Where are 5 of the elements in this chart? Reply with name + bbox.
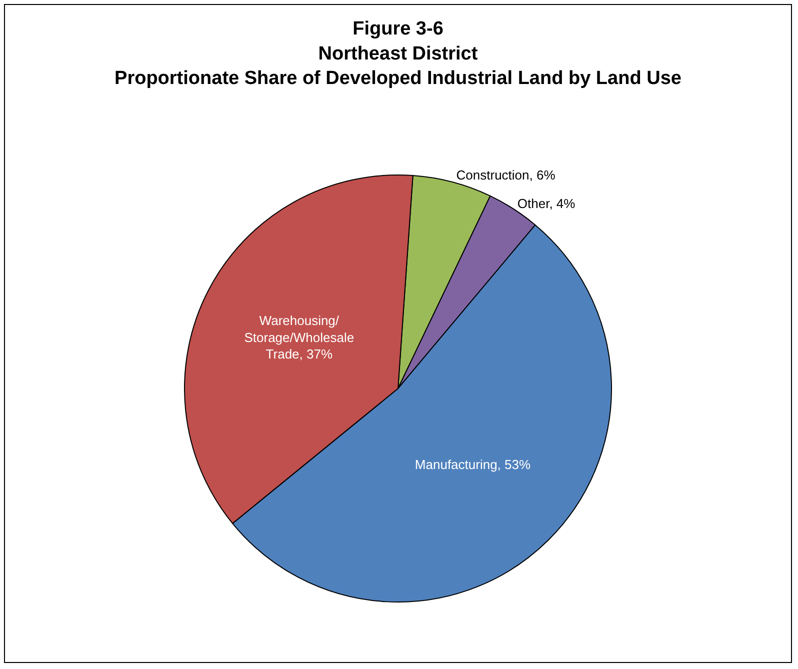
slice-label: Other, 4% — [517, 196, 576, 212]
slice-label: Construction, 6% — [456, 168, 556, 183]
slice-label: Manufacturing, 53% — [414, 457, 531, 472]
chart-title: Figure 3-6 Northeast District Proportionate Share of Developed Industrial Land by Land Use — [114, 18, 682, 89]
slice-label: Warehousing/ Storage/Wholesale Trade, 37% — [244, 312, 354, 362]
